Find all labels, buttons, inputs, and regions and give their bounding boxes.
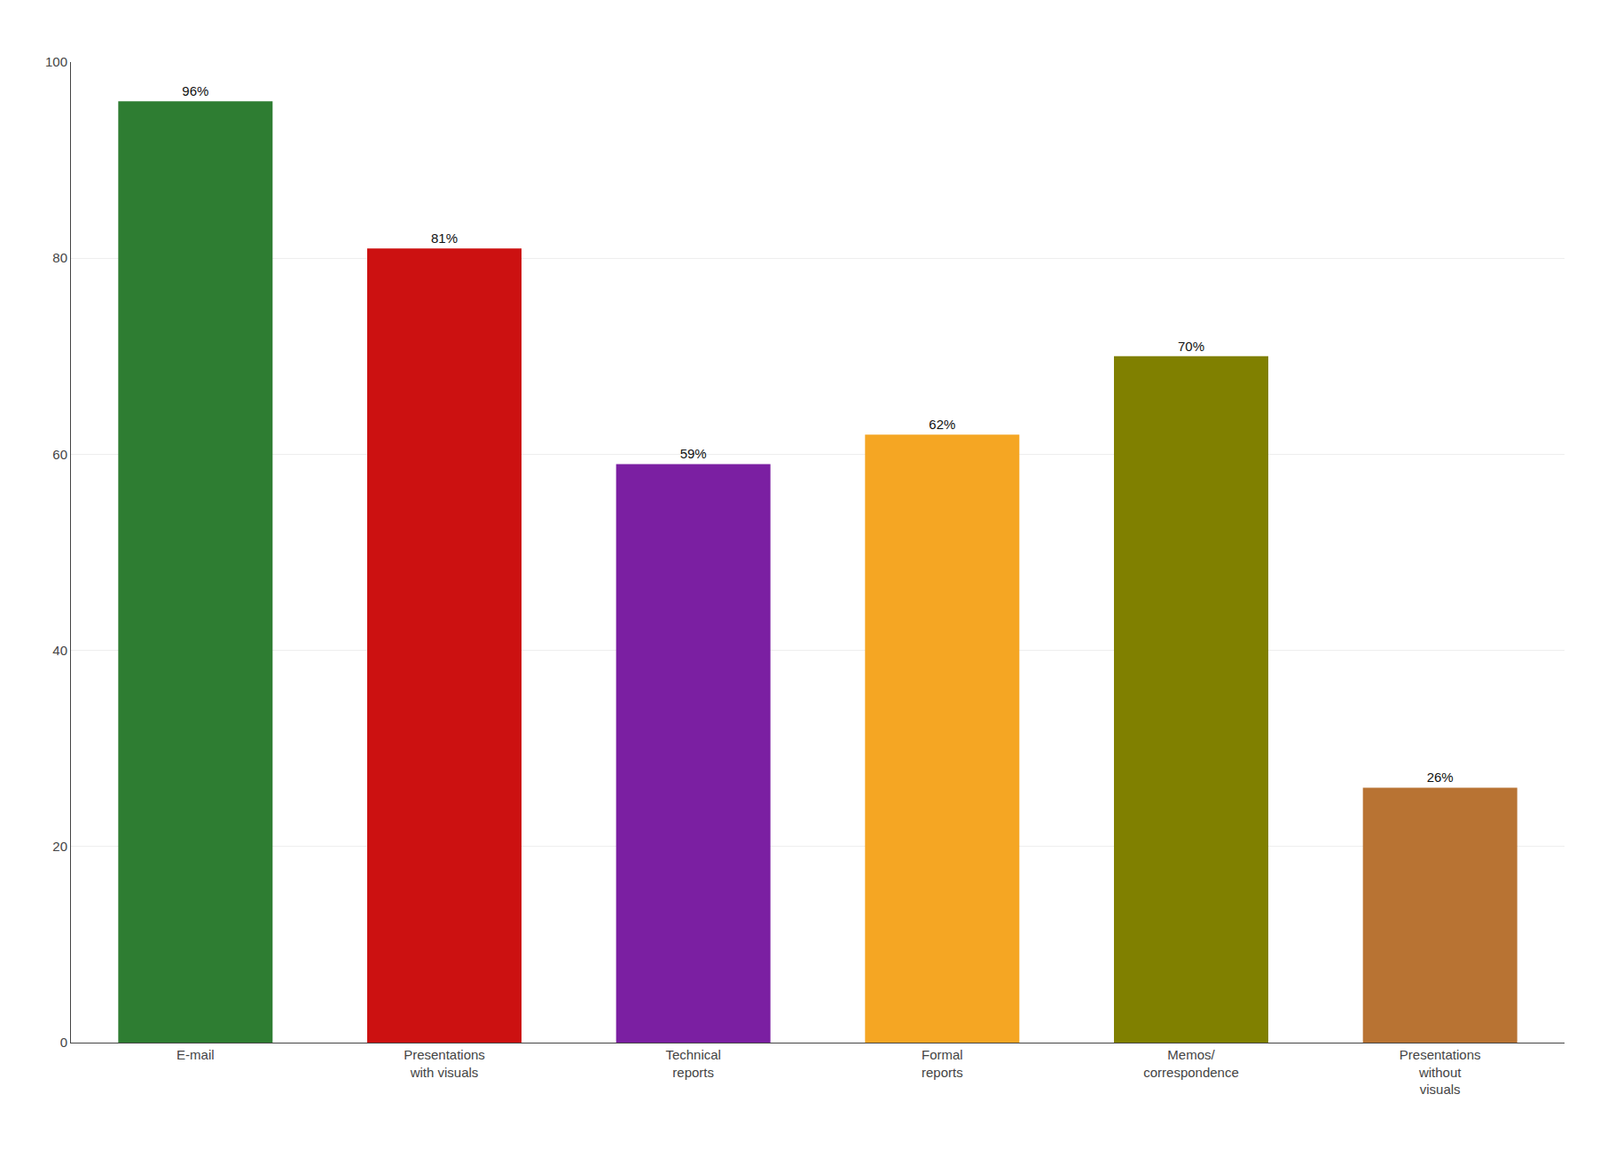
svg-text:Formalreports: Formalreports: [921, 1047, 964, 1081]
svg-text:0: 0: [60, 1035, 68, 1051]
svg-text:Presentationswithoutvisuals: Presentationswithoutvisuals: [1399, 1047, 1482, 1098]
svg-text:26%: 26%: [1427, 769, 1454, 785]
svg-text:20: 20: [52, 839, 68, 855]
svg-text:Presentationswith visuals: Presentationswith visuals: [403, 1047, 486, 1081]
svg-text:E-mail: E-mail: [176, 1047, 215, 1063]
svg-text:96%: 96%: [181, 83, 209, 99]
svg-text:Memos/correspondence: Memos/correspondence: [1143, 1047, 1240, 1081]
svg-text:70%: 70%: [1177, 338, 1205, 354]
svg-text:81%: 81%: [431, 230, 458, 246]
svg-text:Technicalreports: Technicalreports: [665, 1047, 722, 1081]
svg-text:40: 40: [52, 643, 68, 659]
svg-text:80: 80: [52, 250, 68, 266]
svg-text:59%: 59%: [680, 446, 707, 462]
svg-text:62%: 62%: [928, 416, 956, 432]
svg-text:100: 100: [45, 54, 68, 70]
svg-text:60: 60: [52, 447, 68, 463]
